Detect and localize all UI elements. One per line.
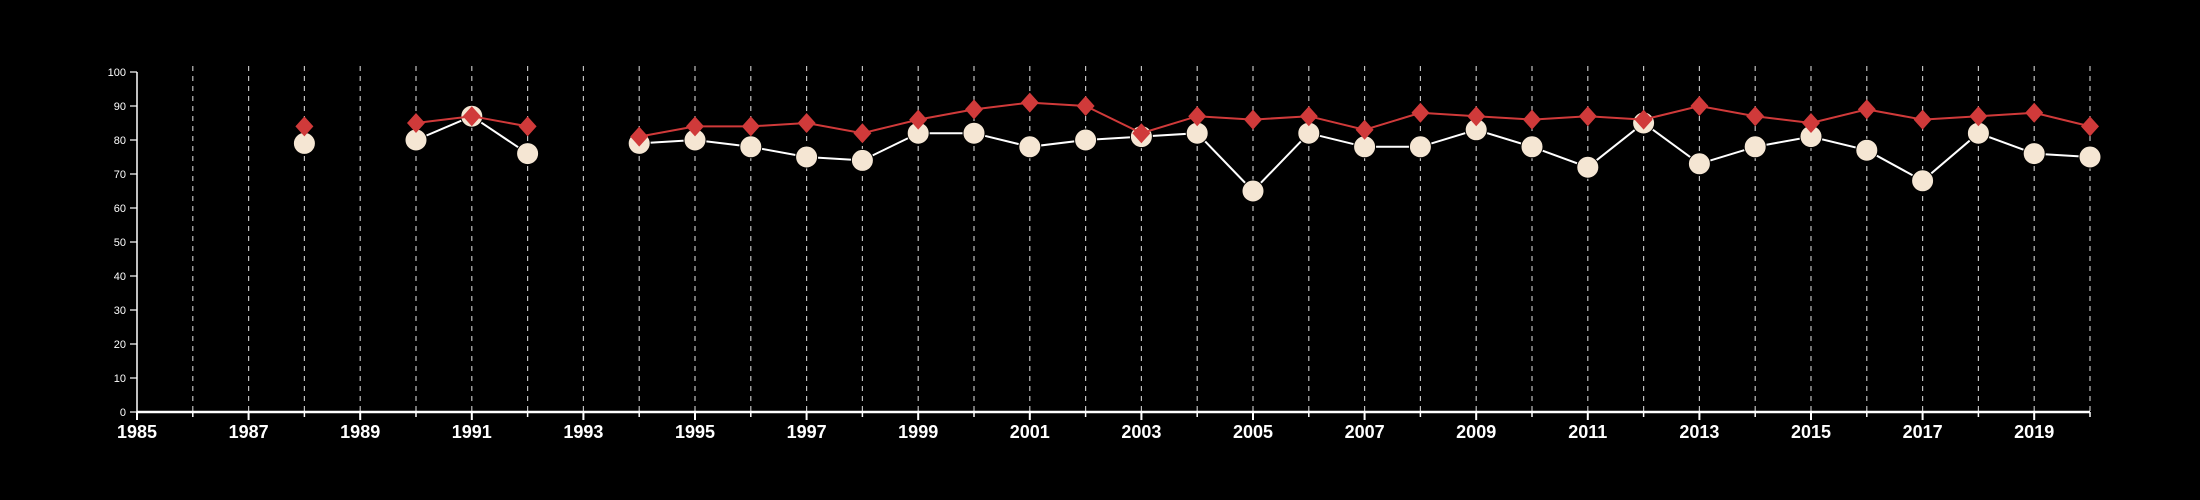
series-2-point-1992 bbox=[516, 142, 540, 166]
series-1-point-2000 bbox=[965, 99, 983, 120]
series-1-point-2017 bbox=[1913, 109, 1932, 130]
series-2-point-2002 bbox=[1074, 128, 1098, 152]
x-tick-label-2007: 2007 bbox=[1345, 422, 1385, 442]
grid-lines bbox=[192, 66, 2091, 412]
x-tick-label-1991: 1991 bbox=[452, 422, 492, 442]
series-1-point-1991 bbox=[462, 106, 481, 127]
series-2-point-2016 bbox=[1855, 138, 1879, 162]
x-tick-label-2013: 2013 bbox=[1679, 422, 1719, 442]
series-1-point-1990 bbox=[407, 113, 425, 133]
series-1-point-2003 bbox=[1132, 123, 1151, 144]
series-2-point-2008 bbox=[1408, 135, 1432, 159]
x-tick-label-2017: 2017 bbox=[1903, 422, 1943, 442]
series-2-point-2000 bbox=[962, 121, 986, 145]
series-1-point-1999 bbox=[909, 109, 928, 130]
series-2-point-1998 bbox=[850, 148, 874, 172]
series-1-point-2004 bbox=[1188, 106, 1207, 127]
series-1-point-2002 bbox=[1076, 96, 1095, 116]
y-tick-label-90: 90 bbox=[114, 101, 126, 113]
x-tick-label-2011: 2011 bbox=[1568, 422, 1607, 442]
series-1-point-2016 bbox=[1857, 99, 1876, 120]
series-1-point-2005 bbox=[1244, 109, 1262, 130]
series-2-point-2005 bbox=[1241, 179, 1265, 203]
series-2-point-2019 bbox=[2022, 142, 2046, 166]
series-1-point-2019 bbox=[2025, 102, 2044, 123]
series-1-point-1998 bbox=[853, 123, 872, 144]
x-tick-label-2015: 2015 bbox=[1791, 422, 1831, 442]
x-tick-label-1985: 1985 bbox=[117, 422, 157, 442]
series-1-point-2010 bbox=[1523, 109, 1541, 130]
series-1-point-2009 bbox=[1467, 106, 1486, 127]
series-1-point-1995 bbox=[686, 116, 704, 137]
x-tick-label-2003: 2003 bbox=[1121, 422, 1161, 442]
x-tick-label-1989: 1989 bbox=[340, 422, 380, 442]
series-1-point-2020 bbox=[2081, 116, 2099, 137]
series-1-point-1992 bbox=[518, 116, 537, 137]
x-tick-label-2001: 2001 bbox=[1010, 422, 1050, 442]
series-2-point-2014 bbox=[1743, 135, 1767, 159]
y-tick-label-80: 80 bbox=[114, 135, 126, 147]
y-tick-label-70: 70 bbox=[114, 169, 126, 181]
y-tick-label-0: 0 bbox=[120, 407, 126, 419]
series-2-point-2020 bbox=[2078, 145, 2102, 169]
series-1-point-2007 bbox=[1355, 119, 1374, 140]
series-1-point-2018 bbox=[1969, 106, 1988, 127]
series-1-point-2015 bbox=[1802, 113, 1820, 133]
axes: 0 10 20 30 40 50 60 70 80 90 100 1985 1987 1989 1991 19… bbox=[108, 67, 2091, 442]
series-2-point-2011 bbox=[1576, 155, 1600, 179]
x-tick-label-2009: 2009 bbox=[1456, 422, 1496, 442]
x-tick-label-1999: 1999 bbox=[898, 422, 938, 442]
x-tick-label-2005: 2005 bbox=[1233, 422, 1273, 442]
series-1-point-1988 bbox=[295, 116, 314, 137]
y-tick-label-100: 100 bbox=[108, 67, 126, 79]
series-2-point-1997 bbox=[795, 145, 819, 169]
x-tick-label-1995: 1995 bbox=[675, 422, 715, 442]
series-group bbox=[292, 92, 2102, 203]
series-1-point-1994 bbox=[630, 126, 649, 147]
x-tick-label-1997: 1997 bbox=[787, 422, 827, 442]
series-1-point-2014 bbox=[1746, 106, 1765, 127]
series-1-point-2006 bbox=[1299, 106, 1318, 127]
series-1-point-2013 bbox=[1690, 96, 1709, 116]
y-tick-label-60: 60 bbox=[114, 203, 126, 215]
y-tick-label-30: 30 bbox=[114, 305, 126, 317]
series-2 bbox=[292, 104, 2102, 203]
series-2-point-2013 bbox=[1687, 152, 1711, 176]
series-2-point-2001 bbox=[1018, 135, 1042, 159]
series-1-point-1997 bbox=[797, 113, 816, 133]
series-2-point-1996 bbox=[739, 135, 763, 159]
series-2-point-2010 bbox=[1520, 135, 1544, 159]
series-1-point-1996 bbox=[741, 116, 760, 137]
series-1-point-2008 bbox=[1411, 102, 1430, 123]
x-tick-label-2019: 2019 bbox=[2014, 422, 2054, 442]
y-tick-label-40: 40 bbox=[114, 271, 126, 283]
y-tick-label-50: 50 bbox=[114, 237, 126, 249]
series-1-point-2012 bbox=[1634, 109, 1653, 130]
x-tick-label-1987: 1987 bbox=[229, 422, 269, 442]
series-1-point-2001 bbox=[1020, 92, 1039, 113]
y-tick-label-20: 20 bbox=[114, 339, 126, 351]
x-tick-label-1993: 1993 bbox=[563, 422, 603, 442]
series-1 bbox=[295, 92, 2099, 147]
series-2-point-2017 bbox=[1911, 169, 1935, 193]
y-tick-label-10: 10 bbox=[114, 373, 126, 385]
series-1-point-2011 bbox=[1578, 106, 1597, 127]
